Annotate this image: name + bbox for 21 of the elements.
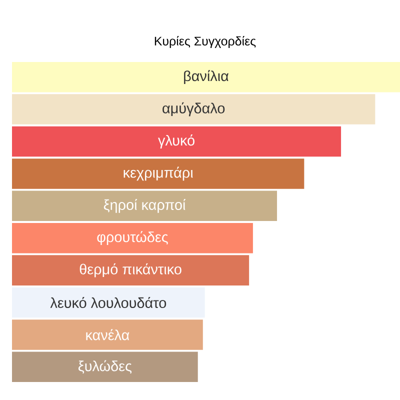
bar [12,126,342,157]
bar [12,222,253,254]
y-tick-label: βανίλια [184,70,229,84]
y-tick-label: αμύγδαλο [162,102,225,116]
bar [12,190,278,222]
y-tick-label: ξηροί καρποί [104,198,186,213]
y-tick-label: ξυλώδες [78,360,132,374]
bar [12,255,250,286]
y-tick-label: κανέλα [86,329,130,340]
y-tick-label: κεχριμπάρι [124,166,193,181]
bar [12,62,400,92]
bar [12,287,205,318]
bar [12,94,376,124]
chart-title: Κυρίες Συγχορδίες [154,36,256,48]
y-tick-label: λευκό λουλουδάτο [50,296,166,308]
bar [12,158,304,189]
y-tick-label: γλυκό [158,134,194,148]
y-tick-label: θερμό πικάντικο [80,263,182,278]
y-tick-label: φρουτώδες [97,231,168,246]
bar [12,352,198,382]
bar [12,320,203,350]
